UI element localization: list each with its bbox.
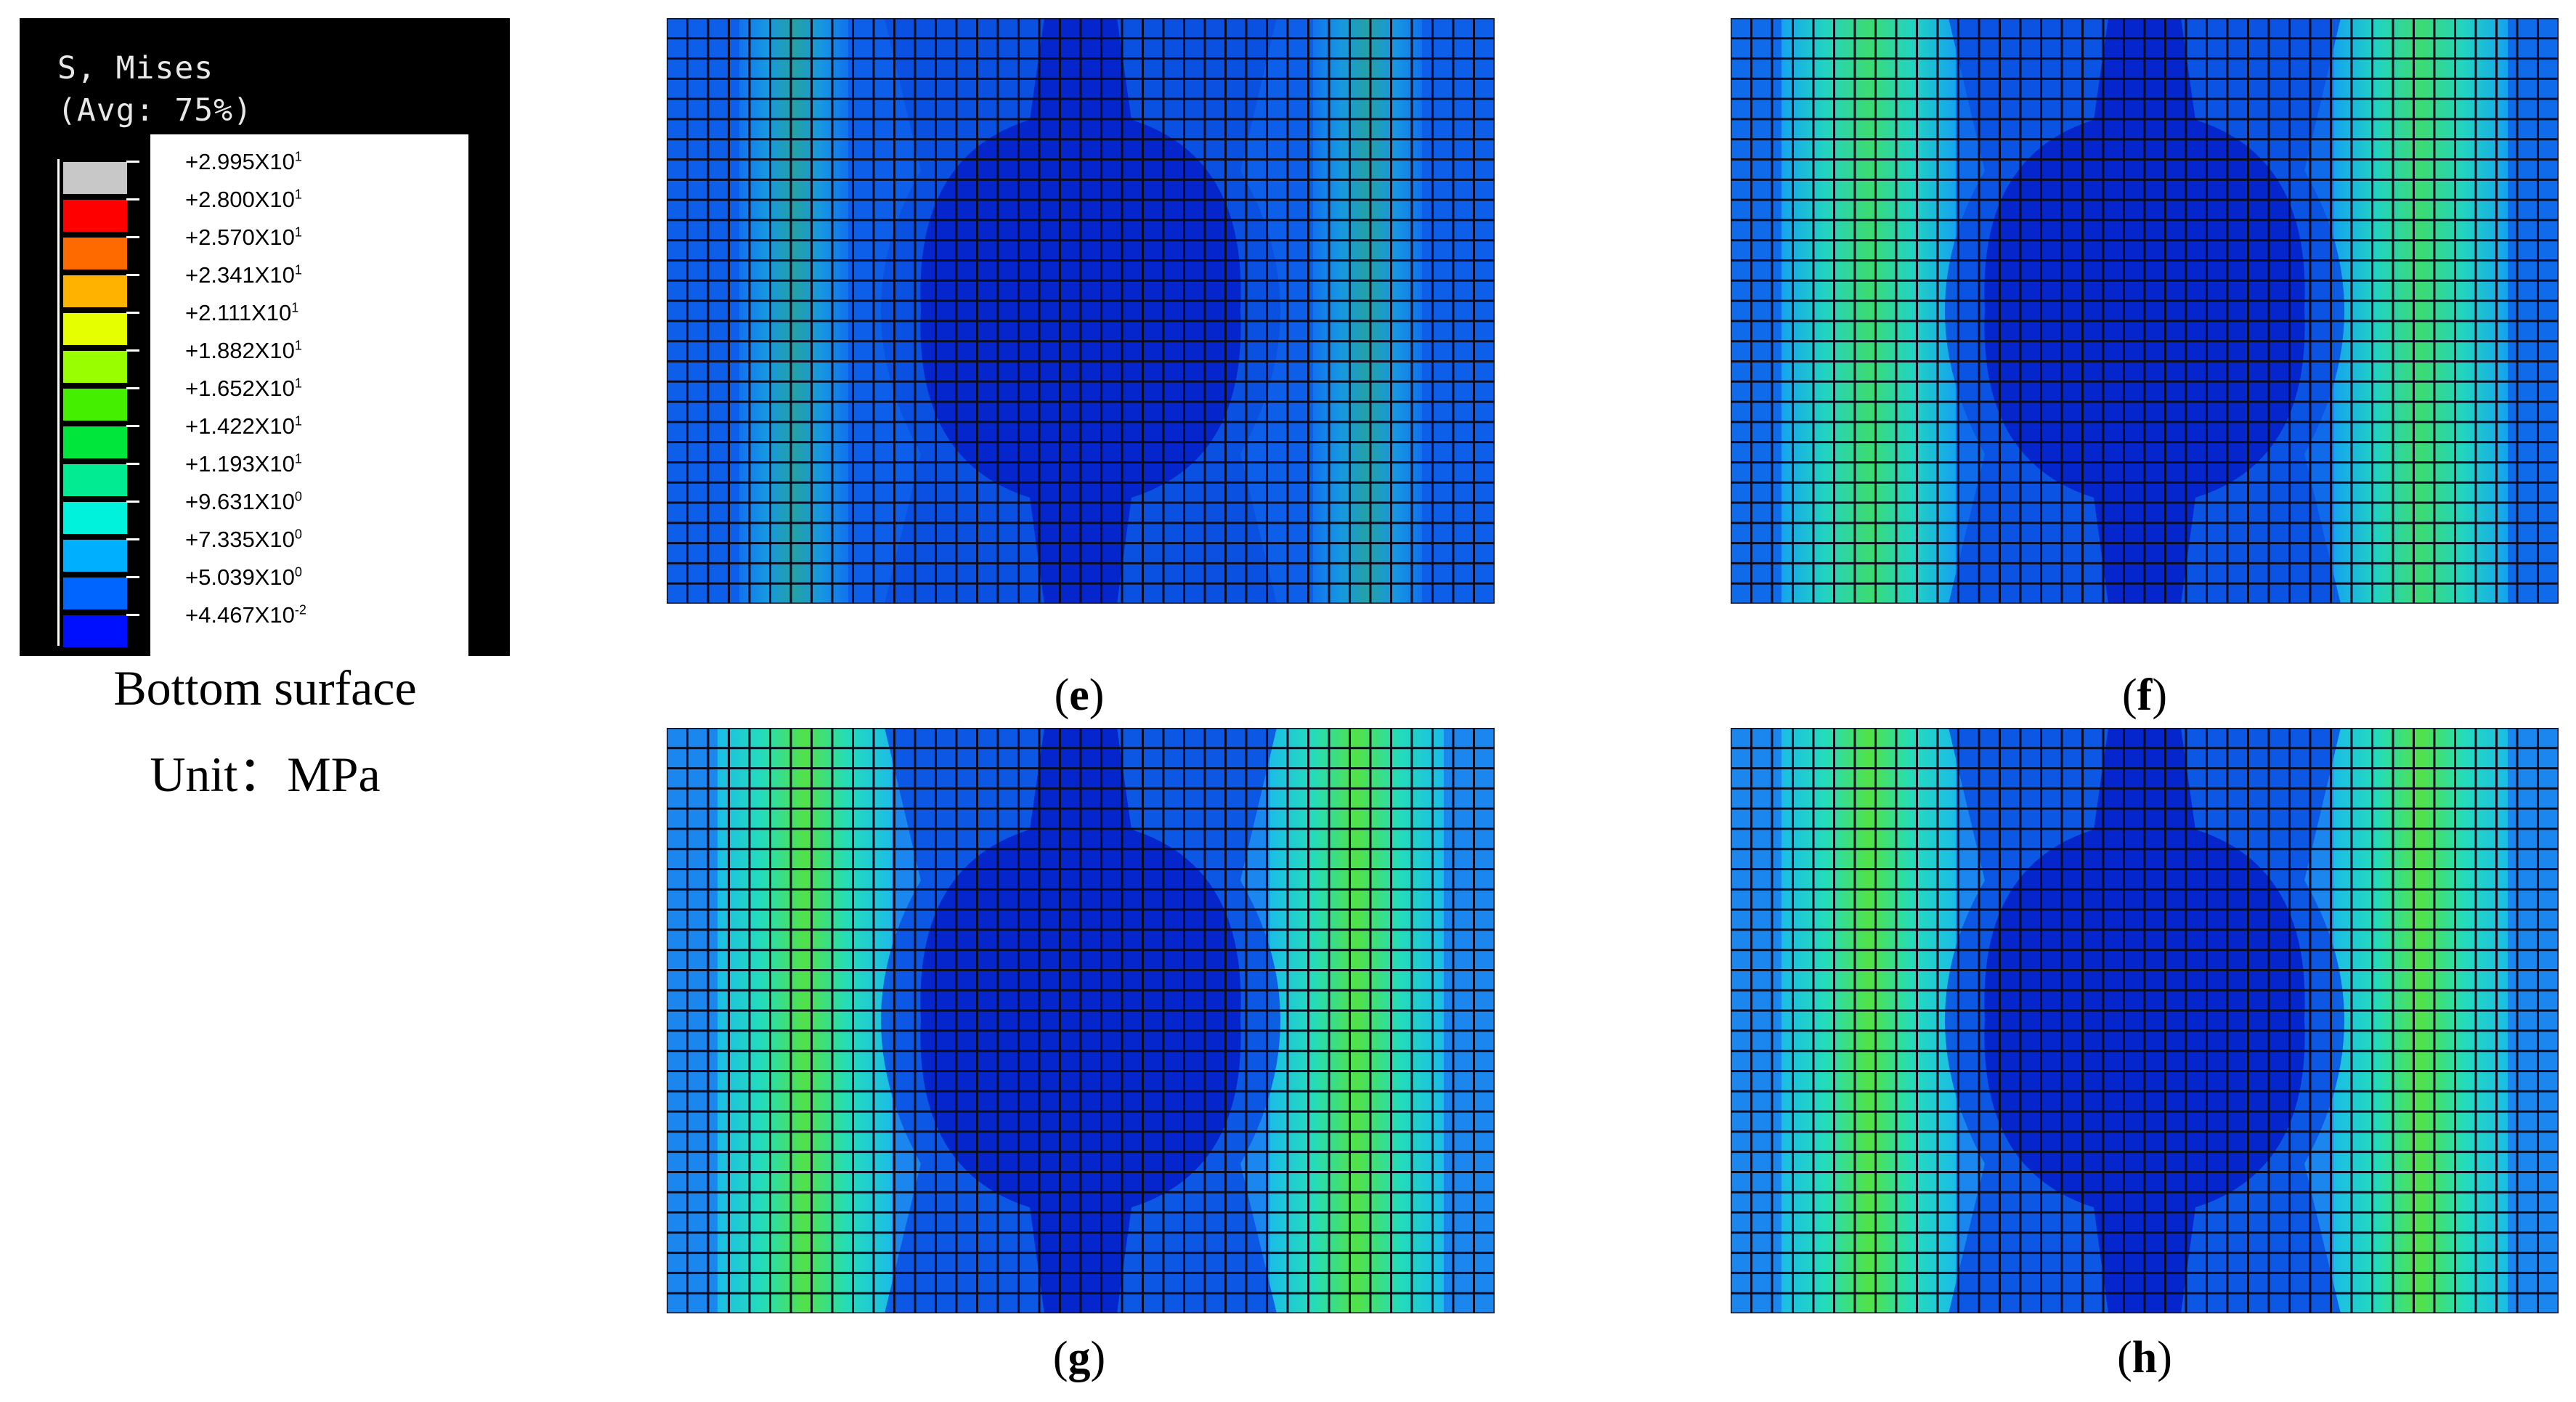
panel-label-g: (g)	[1052, 1333, 1106, 1382]
legend-swatch	[63, 464, 127, 496]
legend-value: +4.467X10-2	[185, 602, 306, 628]
legend-tick	[126, 274, 139, 276]
stress-band	[739, 18, 848, 604]
mesh-grid	[667, 728, 1495, 1313]
stress-legend: S, Mises (Avg: 75%) +2.995X101 +2.800X101…	[20, 18, 510, 662]
legend-swatch	[63, 313, 127, 345]
legend-value: +7.335X100	[185, 527, 302, 552]
legend-tick	[126, 576, 139, 578]
legend-swatch	[63, 540, 127, 572]
legend-title: S, Mises	[57, 50, 214, 86]
legend-swatch	[63, 389, 127, 421]
mesh-grid	[667, 18, 1495, 604]
legend-swatch	[63, 426, 127, 458]
stress-band	[2333, 18, 2508, 604]
legend-value: +2.111X101	[185, 300, 299, 325]
legend-swatch	[63, 502, 127, 534]
contour-plot	[667, 728, 1495, 1313]
legend-value: +1.652X101	[185, 376, 302, 401]
legend-swatch	[63, 200, 127, 232]
contour-panel-f	[1731, 18, 2559, 604]
legend-value: +9.631X100	[185, 489, 302, 514]
legend-value-box: +2.995X101 +2.800X101 +2.570X101 +2.341X101…	[150, 134, 468, 662]
mesh-grid	[1731, 728, 2559, 1313]
unit-caption: Unit：MPa	[150, 747, 381, 802]
legend-tick	[126, 349, 139, 352]
legend-tick	[126, 236, 139, 238]
legend-tick	[126, 425, 139, 427]
stress-band	[1269, 728, 1444, 1313]
legend-value: +1.193X101	[185, 451, 302, 477]
contour-plot	[1731, 728, 2559, 1313]
legend-value: +2.800X101	[185, 187, 302, 212]
legend-tick	[126, 463, 139, 465]
contour-panel-g	[667, 728, 1495, 1313]
legend-tick	[126, 198, 139, 200]
stress-band	[718, 728, 892, 1313]
legend-tick	[126, 538, 139, 540]
contour-plot	[667, 18, 1495, 604]
legend-tick	[126, 312, 139, 314]
legend-swatch	[63, 351, 127, 383]
contour-panel-e	[667, 18, 1495, 604]
stress-band	[1313, 18, 1422, 604]
surface-caption: Bottom surface	[113, 660, 417, 716]
stress-band	[1781, 728, 1956, 1313]
panel-label-h: (h)	[2117, 1333, 2172, 1382]
legend-swatch	[63, 238, 127, 270]
stress-band	[1781, 18, 1956, 604]
legend-tick	[126, 161, 139, 163]
legend-tick	[126, 387, 139, 389]
stress-band	[2333, 728, 2508, 1313]
legend-value: +2.995X101	[185, 149, 302, 174]
legend-value: +1.882X101	[185, 338, 302, 363]
legend-tick	[126, 501, 139, 503]
legend-value: +2.570X101	[185, 224, 302, 250]
legend-value: +2.341X101	[185, 262, 302, 288]
legend-swatch	[63, 275, 127, 307]
legend-swatch	[63, 162, 127, 194]
legend-swatch	[63, 615, 127, 647]
legend-swatch	[63, 578, 127, 609]
legend-value: +5.039X100	[185, 564, 302, 590]
legend-value: +1.422X101	[185, 413, 302, 439]
legend-subtitle: (Avg: 75%)	[57, 92, 253, 129]
panel-label-e: (e)	[1054, 670, 1105, 720]
legend-color-scale	[57, 159, 139, 647]
panel-label-f: (f)	[2122, 670, 2167, 720]
mesh-grid	[1731, 18, 2559, 604]
contour-panel-h	[1731, 728, 2559, 1313]
legend-tick	[126, 614, 139, 616]
contour-plot	[1731, 18, 2559, 604]
